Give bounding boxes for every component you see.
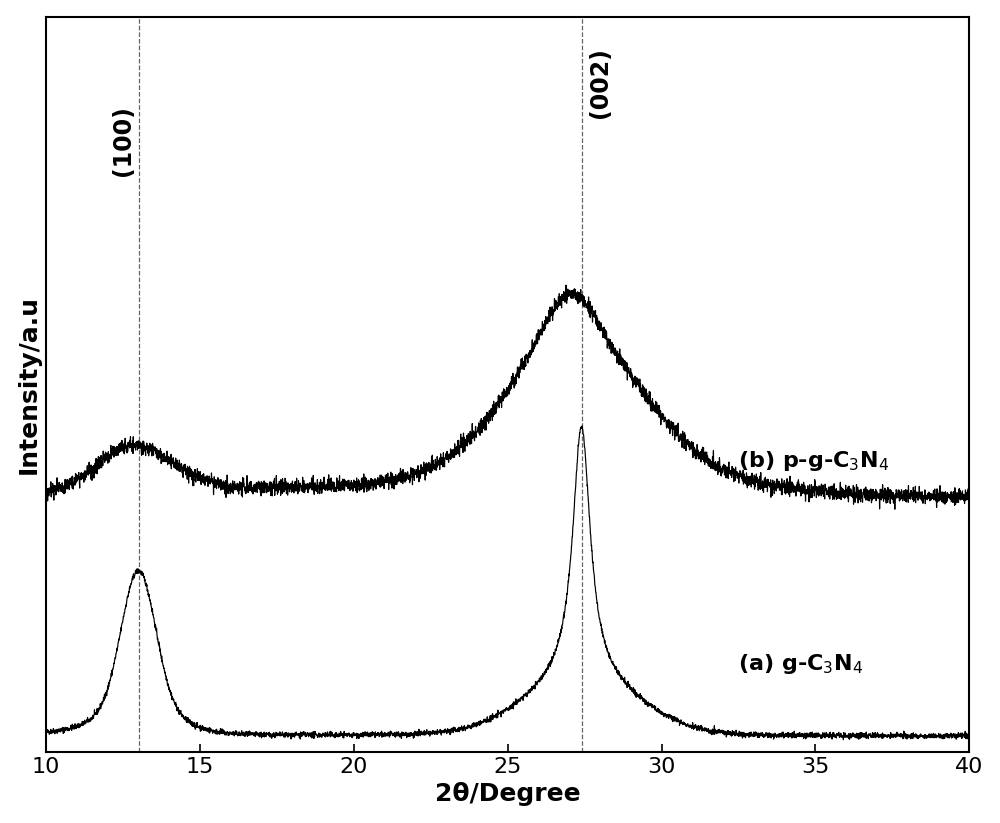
Text: (002): (002)	[588, 48, 612, 119]
Text: (b) p-g-C$_3$N$_4$: (b) p-g-C$_3$N$_4$	[738, 449, 890, 473]
Text: (100): (100)	[111, 105, 135, 175]
Y-axis label: Intensity/a.u: Intensity/a.u	[17, 295, 41, 474]
Text: (a) g-C$_3$N$_4$: (a) g-C$_3$N$_4$	[738, 652, 864, 676]
X-axis label: 2θ/Degree: 2θ/Degree	[435, 783, 580, 807]
